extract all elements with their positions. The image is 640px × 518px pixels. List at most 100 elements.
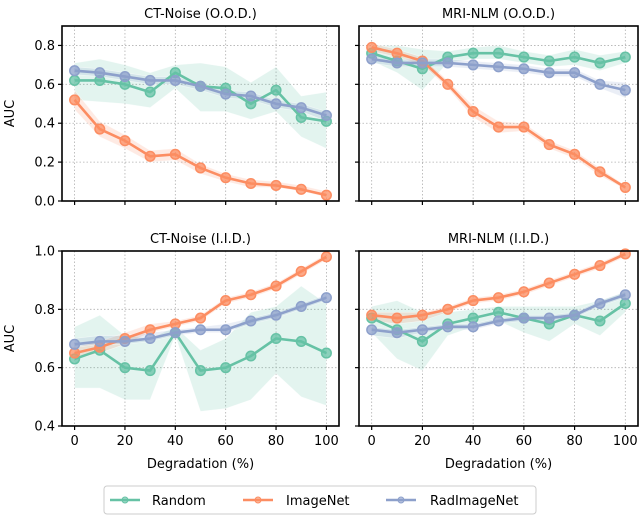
- data-point-radimagenet: [194, 324, 207, 336]
- data-point-imagenet: [467, 295, 479, 307]
- x-tick-label: 0: [70, 434, 78, 449]
- data-point-imagenet: [270, 280, 282, 292]
- legend-entry-imagenet: ImageNet: [243, 494, 350, 509]
- data-point-imagenet: [416, 309, 428, 321]
- data-point-random: [594, 315, 606, 327]
- data-point-radimagenet: [320, 109, 332, 121]
- data-point-imagenet: [69, 94, 81, 106]
- data-point-radimagenet: [366, 324, 378, 336]
- data-point-radimagenet: [467, 321, 479, 333]
- y-tick-label: 1.0: [34, 245, 55, 260]
- data-point-imagenet: [320, 251, 332, 263]
- data-point-imagenet: [518, 286, 530, 298]
- data-point-radimagenet: [220, 88, 232, 100]
- axes-frame: [358, 25, 639, 202]
- panel-title: MRI-NLM (O.O.D.): [442, 7, 555, 22]
- data-point-imagenet: [543, 139, 555, 151]
- data-point-radimagenet: [391, 327, 403, 339]
- data-point-radimagenet: [619, 289, 631, 301]
- data-point-radimagenet: [144, 74, 156, 86]
- panel-title: CT-Noise (I.I.D.): [150, 232, 251, 247]
- data-point-random: [270, 84, 282, 96]
- panel-title: CT-Noise (O.O.D.): [144, 7, 257, 22]
- data-point-radimagenet: [245, 315, 257, 327]
- data-point-radimagenet: [169, 327, 181, 339]
- data-point-imagenet: [442, 78, 454, 90]
- legend-label-imagenet: ImageNet: [286, 494, 350, 509]
- data-point-random: [543, 55, 555, 67]
- data-point-radimagenet: [69, 65, 81, 77]
- axes-frame: [61, 25, 340, 202]
- y-tick-label: 0.0: [34, 195, 55, 210]
- axes-frame: [61, 250, 340, 427]
- legend-marker-radimagenet: [397, 496, 405, 504]
- plot-area: [359, 251, 638, 426]
- x-tick-label: 40: [465, 434, 482, 449]
- y-tick-label: 0.4: [34, 117, 55, 132]
- panel-mri-nlm-i-i-d: 0 20 40 60 80 100 MRI-NLM (I.I.D.) Degradation …: [355, 232, 639, 472]
- data-point-imagenet: [366, 309, 378, 321]
- data-point-imagenet: [543, 277, 555, 289]
- x-tick-label: 40: [167, 434, 184, 449]
- data-point-radimagenet: [619, 84, 631, 96]
- data-point-radimagenet: [416, 324, 428, 336]
- data-point-imagenet: [245, 289, 257, 301]
- x-axis-label: Degradation (%): [147, 457, 254, 472]
- data-point-random: [194, 365, 207, 377]
- axes-frame: [358, 250, 639, 427]
- x-tick-label: 0: [368, 434, 376, 449]
- data-point-imagenet: [594, 166, 606, 178]
- data-point-radimagenet: [94, 67, 106, 79]
- data-point-imagenet: [569, 268, 581, 280]
- y-axis-label: AUC: [3, 325, 18, 353]
- data-point-imagenet: [144, 150, 156, 162]
- y-axis-label: AUC: [3, 100, 18, 128]
- data-point-radimagenet: [594, 297, 606, 310]
- data-point-imagenet: [569, 148, 581, 160]
- data-point-imagenet: [270, 179, 282, 191]
- data-point-random: [119, 362, 131, 374]
- ci-band-radimagenet: [371, 54, 626, 99]
- legend-marker-imagenet: [254, 496, 262, 504]
- y-tick-label: 0.8: [34, 303, 55, 318]
- data-point-radimagenet: [69, 338, 81, 350]
- data-point-random: [220, 362, 232, 374]
- data-point-random: [144, 365, 156, 377]
- data-point-radimagenet: [295, 300, 307, 312]
- legend: Random ImageNet RadImageNet: [103, 485, 537, 515]
- x-tick-label: 100: [613, 434, 638, 449]
- panel-title: MRI-NLM (I.I.D.): [448, 232, 549, 247]
- x-tick-label: 80: [268, 434, 285, 449]
- data-point-random: [245, 350, 257, 362]
- data-point-random: [295, 335, 307, 347]
- ci-band-random: [74, 58, 327, 149]
- data-point-radimagenet: [442, 57, 454, 69]
- data-point-radimagenet: [94, 335, 106, 347]
- data-point-imagenet: [467, 106, 479, 118]
- data-point-random: [69, 74, 81, 86]
- data-point-radimagenet: [569, 309, 581, 321]
- legend-entry-random: Random: [110, 494, 206, 509]
- data-point-random: [619, 51, 631, 63]
- legend-entry-radimagenet: RadImageNet: [386, 494, 519, 509]
- y-tick-label: 0.8: [34, 39, 55, 54]
- data-point-random: [467, 47, 479, 59]
- data-point-radimagenet: [220, 324, 232, 336]
- panel-mri-nlm-o-o-d: MRI-NLM (O.O.D.): [355, 7, 639, 205]
- x-axis-label: Degradation (%): [445, 457, 552, 472]
- ci-band-random: [371, 45, 626, 91]
- data-point-random: [270, 332, 282, 345]
- legend-label-random: Random: [152, 494, 206, 509]
- data-point-radimagenet: [543, 312, 555, 324]
- data-point-imagenet: [518, 121, 530, 133]
- x-tick-label: 20: [117, 434, 134, 449]
- x-tick-label: 80: [566, 434, 583, 449]
- data-point-imagenet: [295, 265, 307, 277]
- panel-ct-noise-o-o-d: 0.0 0.2 0.4 0.6 0.8 CT-Noise (O.O.D.) AUC: [3, 7, 340, 210]
- data-point-radimagenet: [119, 335, 131, 347]
- data-point-radimagenet: [543, 67, 555, 79]
- data-point-imagenet: [295, 183, 307, 195]
- data-point-radimagenet: [416, 57, 428, 69]
- x-tick-label: 60: [516, 434, 533, 449]
